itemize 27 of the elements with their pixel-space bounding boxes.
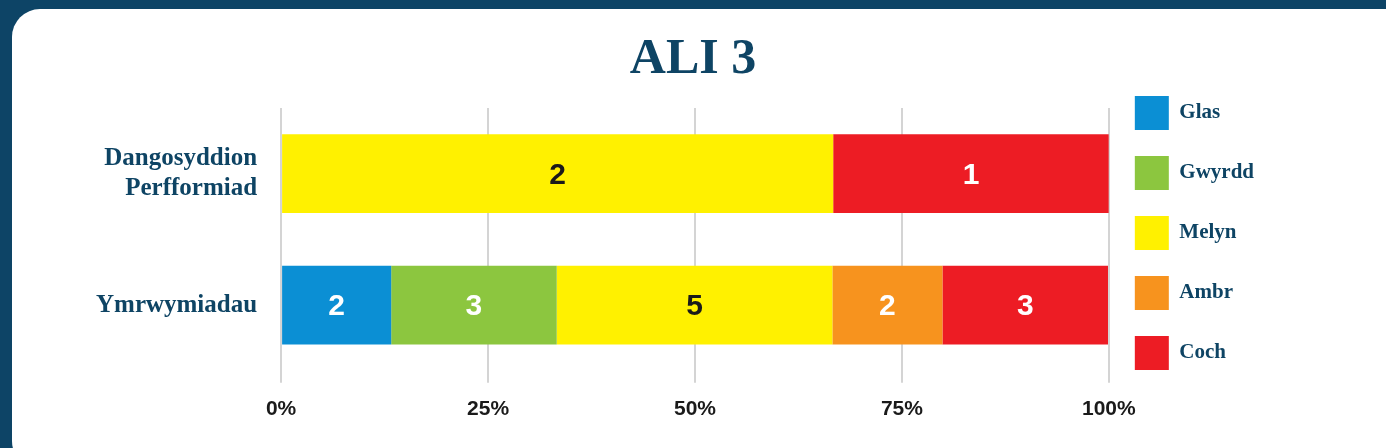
bar bbox=[942, 265, 1108, 345]
annotation: 2 bbox=[549, 156, 566, 190]
bar bbox=[832, 265, 943, 345]
annotation: 5 bbox=[686, 288, 703, 322]
chart-title: ALI 3 bbox=[629, 27, 757, 84]
annotation: 2 bbox=[328, 288, 345, 322]
annotation: 1 bbox=[962, 156, 980, 190]
legend-label: Gwyrdd bbox=[1179, 159, 1297, 184]
y-tick-label: Dangosyddion Perfformiad bbox=[104, 143, 258, 201]
legend-label: Coch bbox=[1179, 339, 1268, 364]
bar bbox=[391, 265, 557, 345]
x-tick-label: 0% bbox=[265, 396, 297, 420]
bar bbox=[282, 134, 834, 214]
x-tick-label: 75% bbox=[880, 396, 924, 420]
x-tick-label: 50% bbox=[673, 396, 717, 420]
x-tick-label: 100% bbox=[1081, 396, 1136, 420]
bar bbox=[833, 134, 1109, 214]
bar bbox=[556, 265, 833, 345]
x-tick-label: 25% bbox=[467, 396, 510, 420]
legend-label: Ambr bbox=[1179, 279, 1275, 304]
y-tick-label: Ymrwymiadau bbox=[96, 289, 258, 317]
annotation: 3 bbox=[1016, 288, 1034, 322]
bar bbox=[282, 265, 392, 345]
legend-label: Melyn bbox=[1179, 219, 1279, 244]
annotation: 2 bbox=[879, 288, 896, 322]
legend-label: Glas bbox=[1179, 99, 1263, 124]
annotation: 3 bbox=[465, 288, 483, 322]
